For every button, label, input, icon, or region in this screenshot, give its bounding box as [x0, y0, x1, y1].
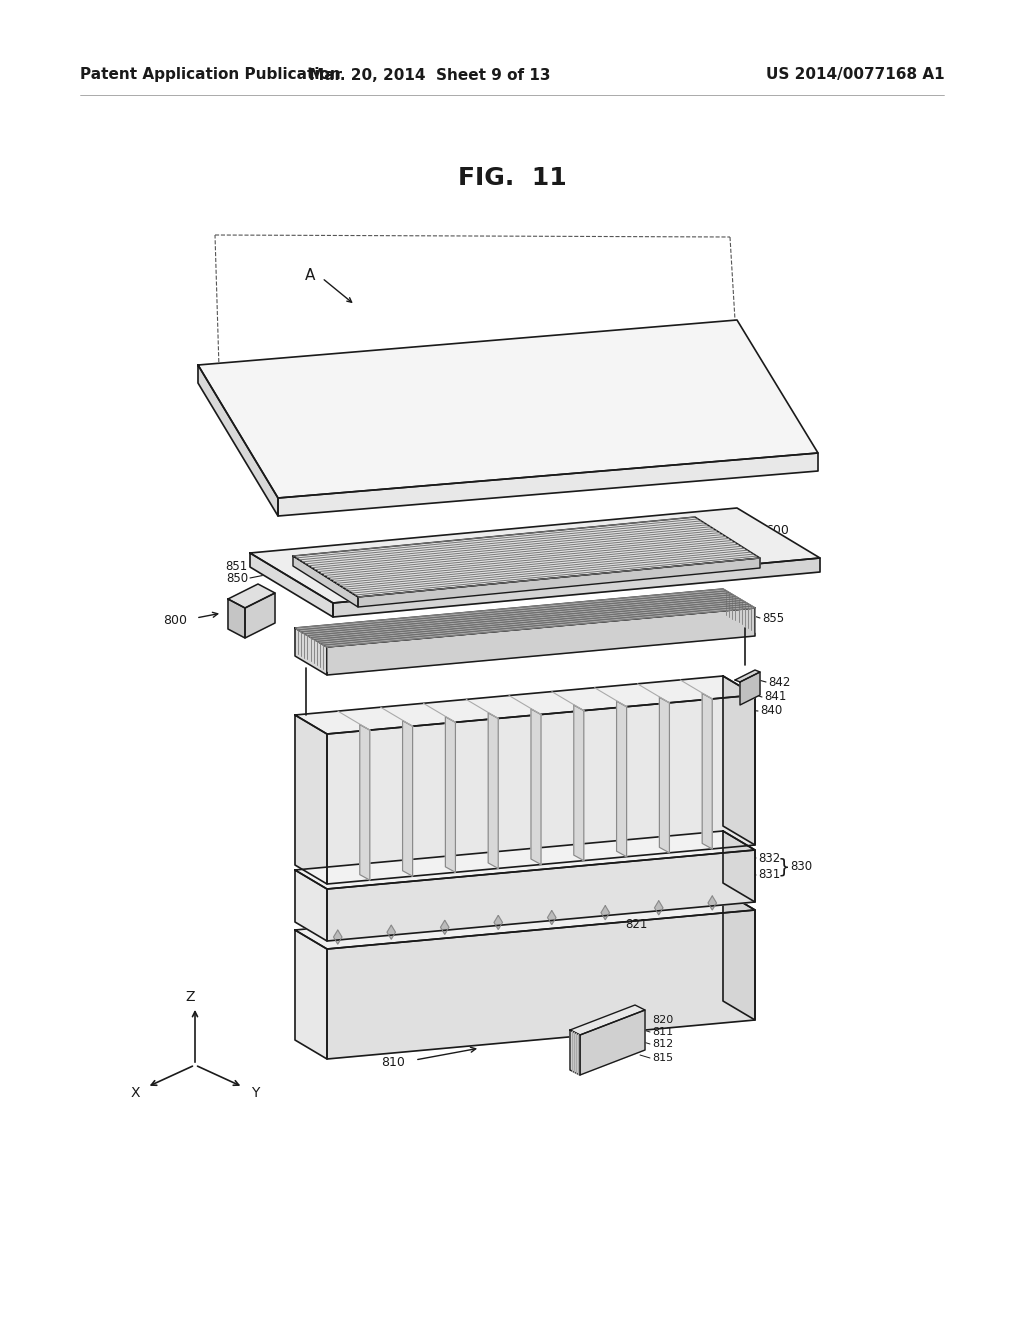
Polygon shape [228, 583, 275, 609]
Text: X: X [130, 1086, 139, 1100]
Text: 855: 855 [762, 611, 784, 624]
Polygon shape [334, 931, 342, 944]
Polygon shape [250, 508, 820, 603]
Polygon shape [295, 715, 327, 884]
Polygon shape [654, 900, 663, 915]
Polygon shape [659, 697, 670, 853]
Polygon shape [278, 453, 818, 516]
Text: 850: 850 [226, 572, 248, 585]
Text: 500: 500 [742, 552, 766, 565]
Polygon shape [387, 925, 395, 940]
Text: 812: 812 [652, 1039, 673, 1049]
Polygon shape [295, 832, 755, 888]
Polygon shape [311, 599, 741, 639]
Polygon shape [314, 601, 745, 642]
Text: 830: 830 [790, 861, 812, 874]
Polygon shape [327, 850, 755, 941]
Polygon shape [358, 558, 760, 607]
Polygon shape [440, 920, 449, 935]
Polygon shape [327, 609, 755, 675]
Text: Z: Z [185, 990, 195, 1005]
Text: 832: 832 [758, 851, 780, 865]
Polygon shape [317, 602, 749, 643]
Polygon shape [580, 1010, 645, 1074]
Text: 811: 811 [652, 1027, 673, 1038]
Polygon shape [735, 671, 760, 682]
Polygon shape [333, 558, 820, 616]
Polygon shape [708, 896, 717, 909]
Polygon shape [573, 705, 584, 861]
Text: Patent Application Publication: Patent Application Publication [80, 67, 341, 82]
Polygon shape [295, 931, 327, 1059]
Polygon shape [198, 366, 278, 516]
Polygon shape [295, 589, 755, 647]
Polygon shape [359, 725, 370, 880]
Polygon shape [325, 606, 755, 647]
Text: 800: 800 [163, 614, 187, 627]
Polygon shape [295, 628, 327, 675]
Text: 821: 821 [625, 919, 647, 932]
Polygon shape [601, 906, 609, 920]
Polygon shape [531, 709, 541, 865]
Text: Mar. 20, 2014  Sheet 9 of 13: Mar. 20, 2014 Sheet 9 of 13 [309, 67, 551, 82]
Text: US 2014/0077168 A1: US 2014/0077168 A1 [766, 67, 945, 82]
Polygon shape [570, 1030, 580, 1074]
Polygon shape [245, 593, 275, 638]
Polygon shape [228, 599, 245, 638]
Polygon shape [295, 676, 755, 734]
Polygon shape [445, 717, 456, 873]
Polygon shape [295, 891, 755, 949]
Polygon shape [548, 911, 556, 924]
Text: 842: 842 [768, 676, 791, 689]
Polygon shape [198, 319, 818, 498]
Polygon shape [723, 676, 755, 845]
Polygon shape [327, 696, 755, 884]
Text: Y: Y [251, 1086, 259, 1100]
Polygon shape [308, 597, 738, 638]
Polygon shape [305, 595, 735, 635]
Polygon shape [402, 721, 413, 876]
Polygon shape [293, 517, 760, 597]
Polygon shape [616, 701, 627, 857]
Polygon shape [702, 693, 713, 849]
Text: 840: 840 [760, 705, 782, 718]
Text: }: } [778, 858, 791, 876]
Text: A: A [305, 268, 315, 282]
Text: 820: 820 [652, 1015, 673, 1026]
Polygon shape [293, 556, 358, 607]
Polygon shape [570, 1005, 645, 1035]
Polygon shape [327, 909, 755, 1059]
Polygon shape [723, 832, 755, 902]
Polygon shape [494, 916, 503, 929]
Polygon shape [250, 553, 333, 616]
Polygon shape [488, 713, 499, 869]
Polygon shape [740, 672, 760, 705]
Polygon shape [321, 605, 752, 645]
Polygon shape [295, 870, 327, 941]
Text: FIG.  11: FIG. 11 [458, 166, 566, 190]
Text: 851: 851 [225, 560, 248, 573]
Text: 815: 815 [652, 1053, 673, 1063]
Text: 600: 600 [765, 524, 788, 536]
Text: 810: 810 [381, 1056, 404, 1069]
Polygon shape [723, 891, 755, 1020]
Text: 841: 841 [764, 690, 786, 704]
Polygon shape [295, 589, 726, 630]
Polygon shape [302, 593, 732, 634]
Polygon shape [299, 591, 729, 631]
Text: 831: 831 [758, 869, 780, 882]
